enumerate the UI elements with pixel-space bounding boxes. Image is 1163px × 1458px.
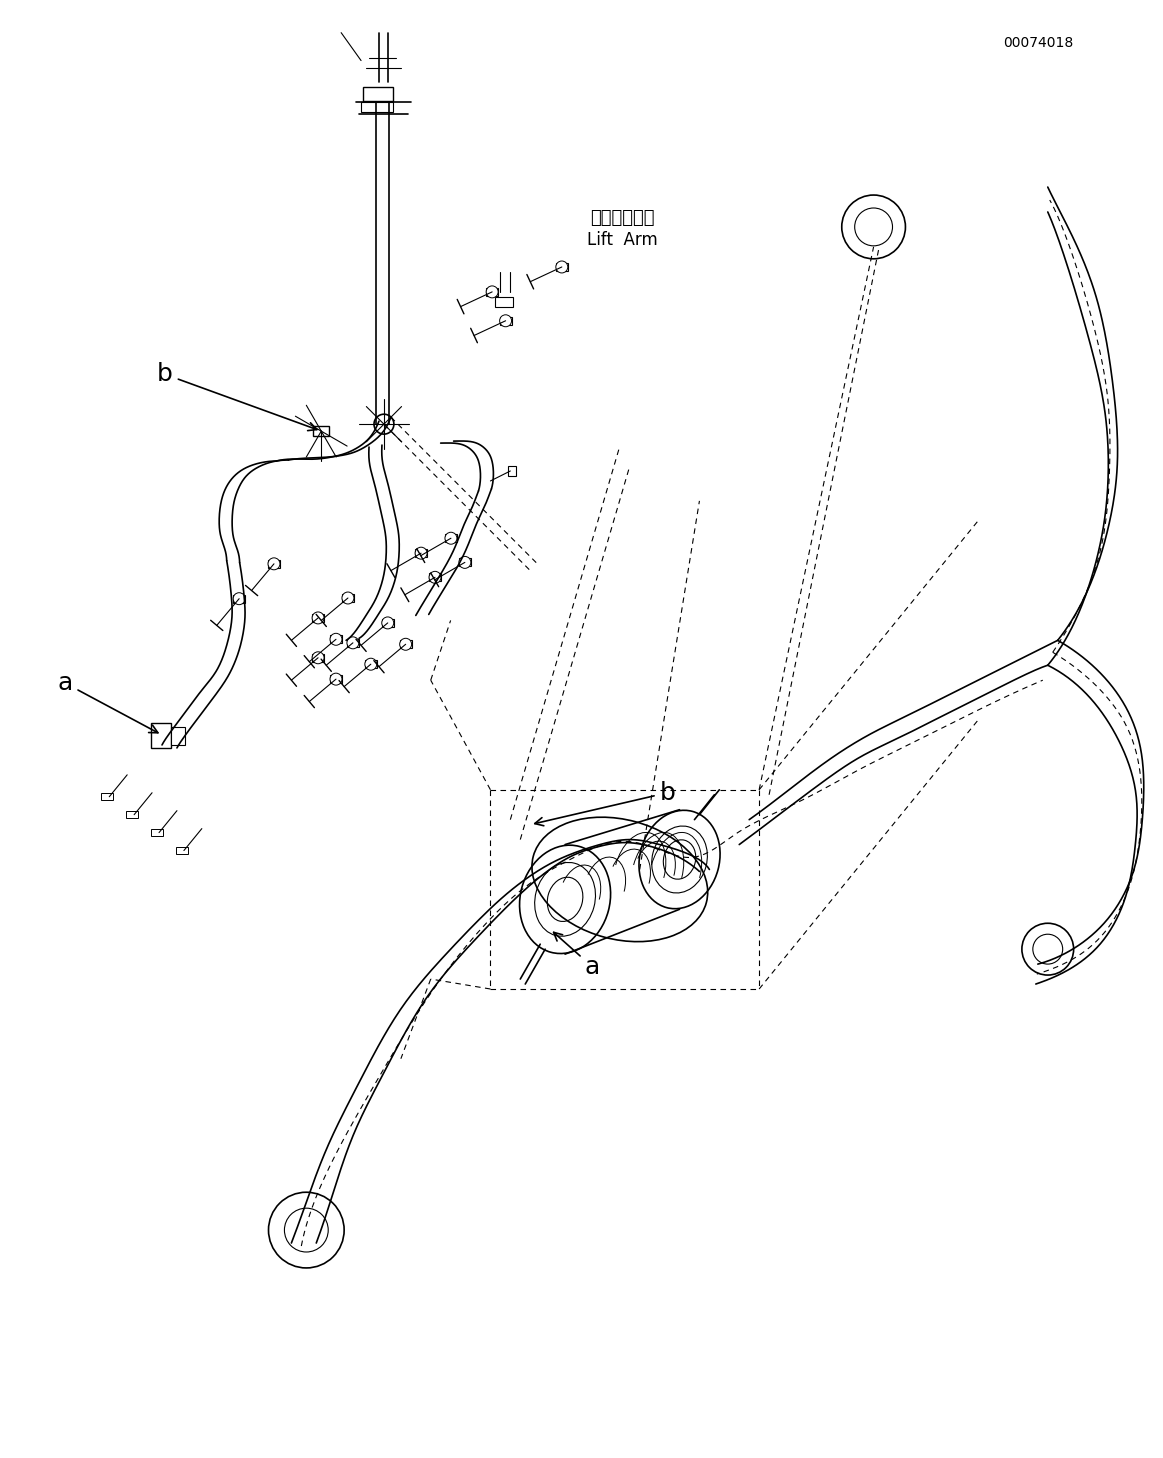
Circle shape bbox=[312, 652, 324, 663]
Text: b: b bbox=[157, 363, 316, 430]
FancyBboxPatch shape bbox=[267, 560, 280, 567]
FancyBboxPatch shape bbox=[151, 723, 171, 748]
FancyBboxPatch shape bbox=[381, 620, 394, 627]
FancyBboxPatch shape bbox=[312, 653, 324, 662]
FancyBboxPatch shape bbox=[151, 828, 163, 835]
FancyBboxPatch shape bbox=[429, 573, 441, 582]
FancyBboxPatch shape bbox=[126, 811, 138, 818]
Circle shape bbox=[445, 532, 457, 544]
Text: リフトアーム: リフトアーム bbox=[590, 208, 655, 227]
Bar bbox=[363, 87, 393, 102]
Bar bbox=[361, 102, 393, 112]
FancyBboxPatch shape bbox=[171, 728, 185, 745]
FancyBboxPatch shape bbox=[313, 426, 329, 436]
Text: a: a bbox=[57, 671, 158, 733]
FancyBboxPatch shape bbox=[445, 534, 457, 542]
FancyBboxPatch shape bbox=[101, 793, 113, 800]
Text: b: b bbox=[535, 780, 676, 825]
Circle shape bbox=[330, 674, 342, 685]
Circle shape bbox=[374, 414, 394, 434]
FancyBboxPatch shape bbox=[508, 467, 516, 475]
FancyBboxPatch shape bbox=[347, 639, 359, 647]
Circle shape bbox=[267, 558, 280, 570]
FancyBboxPatch shape bbox=[495, 296, 513, 306]
Text: 00074018: 00074018 bbox=[1004, 36, 1073, 51]
FancyBboxPatch shape bbox=[500, 316, 512, 325]
Circle shape bbox=[342, 592, 354, 604]
FancyBboxPatch shape bbox=[459, 558, 471, 566]
Text: Lift  Arm: Lift Arm bbox=[586, 230, 657, 249]
FancyBboxPatch shape bbox=[312, 614, 324, 623]
FancyBboxPatch shape bbox=[400, 640, 412, 649]
FancyBboxPatch shape bbox=[365, 660, 377, 668]
FancyBboxPatch shape bbox=[342, 593, 354, 602]
FancyBboxPatch shape bbox=[233, 595, 245, 602]
Circle shape bbox=[486, 286, 498, 297]
Circle shape bbox=[556, 261, 568, 273]
Circle shape bbox=[330, 633, 342, 646]
FancyBboxPatch shape bbox=[415, 550, 427, 557]
Circle shape bbox=[365, 658, 377, 671]
Circle shape bbox=[459, 557, 471, 569]
Circle shape bbox=[312, 612, 324, 624]
Circle shape bbox=[415, 547, 427, 560]
Text: a: a bbox=[554, 932, 600, 980]
Circle shape bbox=[400, 639, 412, 650]
FancyBboxPatch shape bbox=[176, 847, 188, 853]
Circle shape bbox=[429, 572, 441, 583]
Circle shape bbox=[233, 593, 245, 605]
FancyBboxPatch shape bbox=[330, 636, 342, 643]
Circle shape bbox=[347, 637, 359, 649]
Circle shape bbox=[381, 617, 394, 628]
FancyBboxPatch shape bbox=[330, 675, 342, 684]
FancyBboxPatch shape bbox=[486, 287, 498, 296]
FancyBboxPatch shape bbox=[556, 262, 568, 271]
Circle shape bbox=[500, 315, 512, 327]
